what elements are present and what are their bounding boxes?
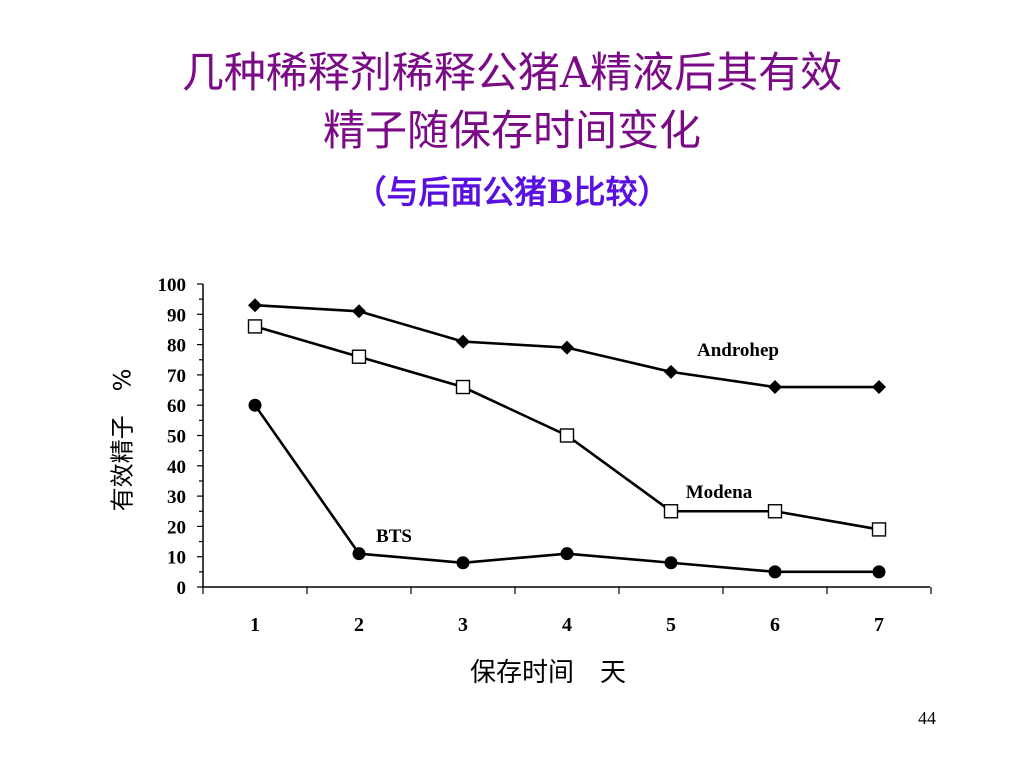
y-tick-label: 30 [167, 487, 186, 508]
point-androhep [456, 334, 470, 349]
y-tick-label: 100 [158, 275, 187, 296]
point-bts [768, 565, 782, 579]
point-modena [663, 504, 679, 519]
point-modena [247, 319, 263, 334]
series-label-modena: Modena [686, 482, 753, 503]
point-bts [352, 547, 366, 561]
point-androhep [352, 304, 366, 319]
y-tick-label: 70 [167, 366, 186, 387]
point-bts [456, 556, 470, 570]
x-tick-label: 1 [250, 614, 260, 636]
point-modena [559, 428, 575, 443]
y-axis-label: 有效精子 % [108, 368, 137, 512]
series-label-androhep: Androhep [697, 340, 779, 361]
point-modena [767, 504, 783, 519]
y-tick-label: 0 [177, 578, 187, 599]
point-bts [664, 556, 678, 570]
y-tick-label: 20 [167, 517, 186, 538]
y-tick-label: 80 [167, 336, 186, 357]
point-bts [248, 398, 262, 412]
x-tick-label: 4 [562, 614, 572, 636]
point-androhep [872, 380, 886, 395]
title-line-1: 几种稀释剂稀释公猪A精液后其有效 [181, 48, 843, 97]
y-tick-label: 50 [167, 427, 186, 448]
page-number: 44 [918, 708, 936, 728]
point-modena [871, 522, 887, 537]
point-androhep [248, 298, 262, 313]
y-tick-label: 40 [167, 457, 186, 478]
x-tick-label: 6 [770, 614, 780, 636]
point-bts [560, 547, 574, 561]
slide-title: 几种稀释剂稀释公猪A精液后其有效 精子随保存时间变化 [0, 44, 1024, 160]
series-label-bts: BTS [376, 526, 412, 547]
y-axis-label-container: 有效精子 % [100, 355, 140, 525]
x-tick-label: 3 [458, 614, 468, 636]
point-androhep [560, 340, 574, 355]
x-tick-label: 2 [354, 614, 364, 636]
point-modena [455, 379, 471, 395]
point-bts [872, 565, 886, 579]
x-tick-label: 7 [874, 614, 884, 636]
point-androhep [768, 380, 782, 395]
x-tick-label: 5 [666, 614, 676, 636]
y-tick-label: 10 [167, 548, 186, 569]
slide-subtitle: （与后面公猪B比较） [354, 173, 670, 211]
point-androhep [664, 364, 678, 379]
y-tick-label: 60 [167, 396, 186, 417]
x-axis-label: 保存时间 天 [470, 658, 627, 688]
point-modena [351, 349, 367, 364]
title-line-2: 精子随保存时间变化 [322, 106, 701, 155]
y-tick-label: 90 [167, 305, 186, 326]
series-line-modena [254, 325, 880, 531]
